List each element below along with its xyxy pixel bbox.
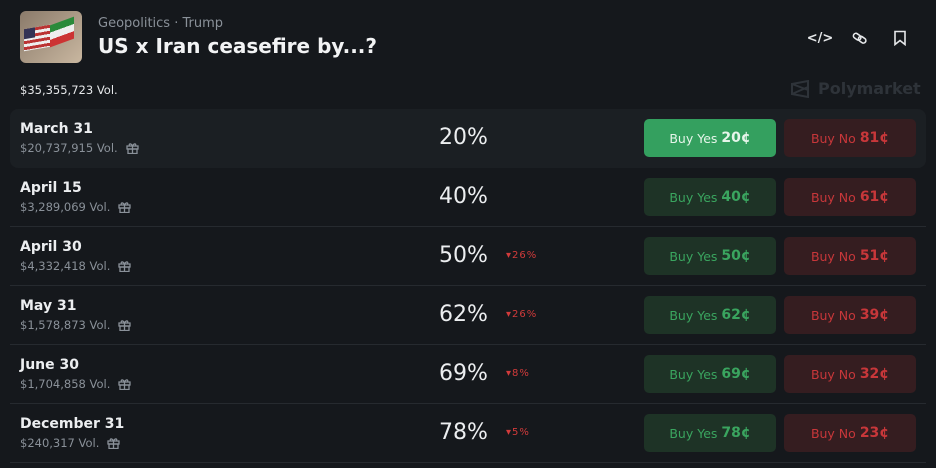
gift-icon[interactable] <box>118 378 132 390</box>
buy-yes-label: Buy Yes <box>669 130 718 146</box>
buy-no-label: Buy No <box>810 189 856 205</box>
change-indicator: ▾8% <box>506 368 530 379</box>
buy-yes-label: Buy Yes <box>669 425 718 441</box>
gift-icon[interactable] <box>107 437 121 449</box>
no-price: 51¢ <box>859 248 890 264</box>
market-volume: $1,704,858 Vol. <box>20 377 111 391</box>
market-thumbnail <box>20 11 82 63</box>
tag-link[interactable]: Trump <box>182 16 224 31</box>
market-name: April 30 <box>20 239 82 255</box>
buy-yes-label: Buy Yes <box>669 248 718 264</box>
market-row[interactable]: April 15 $3,289,069 Vol. 40% Buy Yes 40¢ … <box>10 168 926 227</box>
polymarket-logo-icon <box>791 79 809 98</box>
buy-no-label: Buy No <box>810 248 856 264</box>
gift-icon[interactable] <box>126 142 139 154</box>
market-volume: $20,737,915 Vol. <box>20 141 118 155</box>
market-row[interactable]: March 31 $20,737,915 Vol. 20% Buy Yes 20¢… <box>10 109 926 168</box>
market-name: December 31 <box>20 416 125 432</box>
market-row[interactable]: May 31 $1,578,873 Vol. 62% ▾26% Buy Yes 6… <box>10 286 926 345</box>
yes-price: 40¢ <box>721 189 751 205</box>
market-name: May 31 <box>20 298 77 314</box>
bookmark-icon[interactable] <box>890 29 910 47</box>
gift-icon[interactable] <box>118 201 132 213</box>
no-price: 61¢ <box>859 189 890 205</box>
no-price: 81¢ <box>859 130 890 146</box>
yes-price: 69¢ <box>721 366 751 382</box>
buy-no-button[interactable]: Buy No 32¢ <box>784 355 916 393</box>
buy-yes-button[interactable]: Buy Yes 20¢ <box>644 119 776 157</box>
probability: 40% <box>439 184 488 209</box>
market-row[interactable]: December 31 $240,317 Vol. 78% ▾5% Buy Ye… <box>10 404 926 463</box>
buy-yes-button[interactable]: Buy Yes 69¢ <box>644 355 776 393</box>
change-indicator: ▾26% <box>506 250 537 261</box>
market-volume: $4,332,418 Vol. <box>20 259 111 273</box>
total-volume: $35,355,723 Vol. <box>20 83 118 97</box>
yes-price: 78¢ <box>721 425 751 441</box>
probability: 62% <box>439 302 488 327</box>
market-name: June 30 <box>20 357 79 373</box>
breadcrumb: Geopolitics · Trump <box>98 16 223 31</box>
change-indicator: ▾26% <box>506 309 537 320</box>
buy-no-button[interactable]: Buy No 61¢ <box>784 178 916 216</box>
no-price: 32¢ <box>859 366 890 382</box>
no-price: 39¢ <box>859 307 890 323</box>
buy-no-button[interactable]: Buy No 23¢ <box>784 414 916 452</box>
change-value: 5% <box>512 427 530 438</box>
page-title: US x Iran ceasefire by...? <box>98 34 377 58</box>
gift-icon[interactable] <box>118 260 132 272</box>
change-indicator: ▾5% <box>506 427 530 438</box>
down-arrow-icon: ▾ <box>506 368 513 379</box>
change-value: 8% <box>512 368 530 379</box>
separator: · <box>174 16 179 31</box>
buy-yes-button[interactable]: Buy Yes 40¢ <box>644 178 776 216</box>
buy-no-button[interactable]: Buy No 81¢ <box>784 119 916 157</box>
buy-no-label: Buy No <box>810 366 856 382</box>
buy-yes-button[interactable]: Buy Yes 78¢ <box>644 414 776 452</box>
market-row[interactable]: April 30 $4,332,418 Vol. 50% ▾26% Buy Ye… <box>10 227 926 286</box>
buy-yes-label: Buy Yes <box>669 189 718 205</box>
buy-yes-button[interactable]: Buy Yes 62¢ <box>644 296 776 334</box>
link-icon[interactable] <box>850 29 870 47</box>
code-icon[interactable]: </> <box>806 30 834 46</box>
yes-price: 50¢ <box>721 248 751 264</box>
down-arrow-icon: ▾ <box>506 309 513 320</box>
buy-no-label: Buy No <box>810 425 856 441</box>
no-price: 23¢ <box>859 425 890 441</box>
buy-no-button[interactable]: Buy No 51¢ <box>784 237 916 275</box>
probability: 20% <box>439 125 488 150</box>
buy-yes-button[interactable]: Buy Yes 50¢ <box>644 237 776 275</box>
market-name: March 31 <box>20 121 93 137</box>
change-value: 26% <box>512 309 538 320</box>
buy-yes-label: Buy Yes <box>669 366 718 382</box>
yes-price: 62¢ <box>721 307 751 323</box>
probability: 69% <box>439 361 488 386</box>
brand-watermark: Polymarket <box>790 79 921 98</box>
gift-icon[interactable] <box>118 319 132 331</box>
probability: 50% <box>439 243 488 268</box>
brand-name: Polymarket <box>818 79 921 98</box>
buy-yes-label: Buy Yes <box>669 307 718 323</box>
category-link[interactable]: Geopolitics <box>98 16 171 31</box>
change-value: 26% <box>512 250 538 261</box>
yes-price: 20¢ <box>721 130 751 146</box>
market-name: April 15 <box>20 180 82 196</box>
market-volume: $1,578,873 Vol. <box>20 318 111 332</box>
down-arrow-icon: ▾ <box>506 250 513 261</box>
market-volume: $240,317 Vol. <box>20 436 100 450</box>
buy-no-label: Buy No <box>810 130 856 146</box>
down-arrow-icon: ▾ <box>506 427 513 438</box>
buy-no-label: Buy No <box>810 307 856 323</box>
market-row[interactable]: June 30 $1,704,858 Vol. 69% ▾8% Buy Yes 6… <box>10 345 926 404</box>
buy-no-button[interactable]: Buy No 39¢ <box>784 296 916 334</box>
market-volume: $3,289,069 Vol. <box>20 200 111 214</box>
probability: 78% <box>439 420 488 445</box>
